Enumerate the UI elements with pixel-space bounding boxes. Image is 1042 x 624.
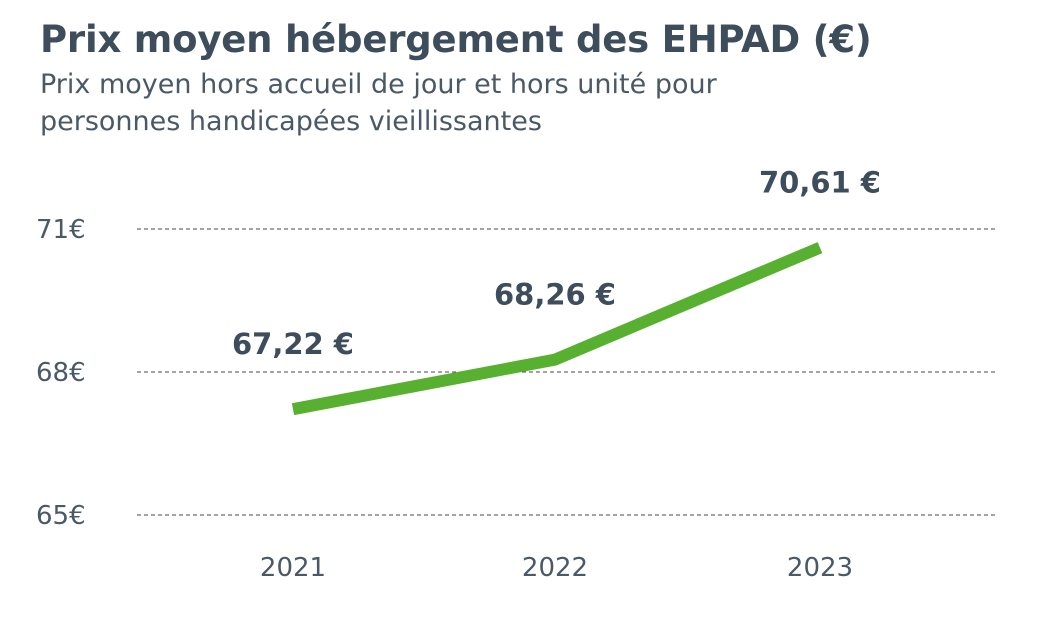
data-label-2021: 67,22 €: [232, 327, 354, 361]
chart-title: Prix moyen hébergement des EHPAD (€): [40, 18, 872, 61]
series-layer: [291, 242, 823, 416]
x-tick-label-2023: 2023: [787, 553, 853, 583]
x-axis-tick-labels: 2021 2022 2023: [260, 553, 853, 583]
data-label-2022: 68,26 €: [494, 278, 616, 312]
data-label-2023: 70,61 €: [759, 166, 881, 200]
x-tick-label-2021: 2021: [260, 553, 326, 583]
y-tick-label-65: 65€: [36, 501, 86, 531]
y-tick-label-68: 68€: [36, 358, 86, 388]
data-labels: 67,22 € 68,26 € 70,61 €: [232, 166, 881, 362]
chart-subtitle: Prix moyen hors accueil de jour et hors …: [40, 69, 717, 137]
grid-lines: [137, 228, 998, 516]
y-tick-label-71: 71€: [36, 215, 86, 245]
x-tick-label-2022: 2022: [522, 553, 588, 583]
y-axis-tick-labels: 65€ 68€ 71€: [36, 215, 86, 531]
series-line-0: [291, 242, 823, 416]
